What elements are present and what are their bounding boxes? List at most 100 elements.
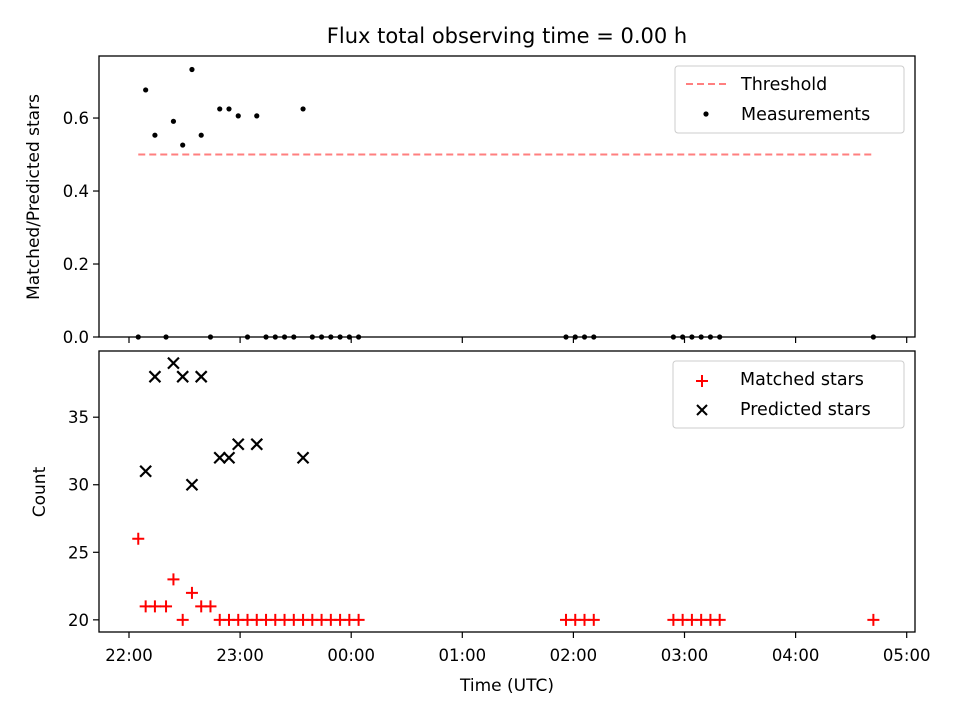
x-tick-label: 04:00 bbox=[772, 646, 820, 665]
matched-legend-label: Matched stars bbox=[740, 370, 864, 390]
matched-stars-point bbox=[185, 586, 198, 599]
matched-stars-point bbox=[867, 613, 880, 626]
chart-title: Flux total observing time = 0.00 h bbox=[327, 24, 687, 48]
matched-stars-point bbox=[132, 532, 145, 545]
predicted-stars-point bbox=[167, 356, 180, 370]
measurements-point bbox=[346, 334, 352, 340]
x-tick-label: 03:00 bbox=[661, 646, 709, 665]
predicted-stars-point bbox=[176, 370, 189, 383]
y-tick-label: 25 bbox=[68, 543, 89, 562]
measurements-point bbox=[291, 334, 297, 340]
counts-panel: 20 25 30 35 22:00 23:00 00:00 01:00 02:00 03:00 0… bbox=[30, 350, 930, 696]
ratio-legend: Threshold Measurements bbox=[674, 65, 905, 134]
measurements-legend-label: Measurements bbox=[741, 105, 870, 125]
matched-stars-point bbox=[148, 600, 161, 613]
measurements-point bbox=[163, 334, 169, 340]
measurements-point bbox=[272, 334, 278, 340]
measurements-point bbox=[217, 106, 223, 112]
matched-stars-point bbox=[204, 600, 217, 613]
y-tick-label: 0.2 bbox=[63, 255, 89, 274]
measurements-point bbox=[254, 113, 260, 119]
measurements-point bbox=[152, 132, 158, 138]
measurements-point bbox=[281, 334, 288, 340]
matched-stars-point bbox=[713, 613, 726, 626]
predicted-stars-point bbox=[148, 370, 162, 383]
y-tick-label: 20 bbox=[68, 611, 89, 630]
x-tick-label: 00:00 bbox=[327, 646, 375, 665]
matched-stars-point bbox=[167, 573, 180, 586]
measurements-point bbox=[717, 334, 723, 340]
measurements-legend-swatch bbox=[703, 111, 709, 117]
predicted-legend-swatch bbox=[696, 404, 708, 416]
measurements-point bbox=[707, 334, 714, 340]
y-tick-label: 0.4 bbox=[63, 182, 89, 201]
measurements-point bbox=[235, 113, 241, 119]
measurements-point bbox=[356, 334, 362, 340]
x-tick-label: 22:00 bbox=[105, 646, 153, 665]
x-tick-label: 05:00 bbox=[883, 646, 931, 665]
matched-stars-point bbox=[587, 613, 600, 626]
predicted-stars-point bbox=[213, 451, 227, 465]
x-tick-label: 02:00 bbox=[550, 646, 598, 665]
ratio-x-axis bbox=[128, 337, 908, 343]
counts-plot-frame bbox=[98, 350, 916, 633]
matched-stars-point bbox=[352, 613, 365, 626]
measurements-point bbox=[263, 334, 269, 340]
measurements-point bbox=[680, 334, 686, 340]
ratio-y-axis-label: Matched/Predicted stars bbox=[24, 94, 44, 300]
ratio-y-axis: 0.0 0.2 0.4 0.6 bbox=[63, 109, 99, 347]
measurements-point bbox=[591, 334, 597, 340]
predicted-stars-point bbox=[194, 370, 208, 383]
measurements-point bbox=[698, 334, 704, 340]
measurements-point bbox=[143, 87, 149, 93]
predicted-stars-point bbox=[296, 451, 310, 465]
measurements-point bbox=[337, 334, 343, 340]
predicted-stars-point bbox=[222, 451, 236, 465]
x-tick-label: 01:00 bbox=[439, 646, 487, 665]
matched-legend-swatch bbox=[696, 375, 708, 387]
measurements-point bbox=[170, 118, 177, 124]
measurements-point bbox=[198, 132, 204, 138]
predicted-stars-point bbox=[139, 464, 152, 478]
measurements-point bbox=[309, 334, 315, 340]
measurements-point bbox=[244, 334, 251, 340]
measurements-point bbox=[189, 66, 195, 73]
y-tick-label: 0.6 bbox=[63, 109, 89, 128]
threshold-legend-label: Threshold bbox=[740, 75, 827, 95]
matched-stars-point bbox=[160, 600, 173, 613]
ratio-plot-frame bbox=[98, 55, 916, 338]
measurements-point bbox=[689, 334, 695, 340]
predicted-stars-point bbox=[185, 478, 199, 492]
x-tick-label: 23:00 bbox=[216, 646, 264, 665]
measurements-point bbox=[670, 334, 676, 340]
measurements-point bbox=[318, 334, 325, 340]
predicted-stars-point bbox=[250, 437, 264, 451]
x-axis-label: Time (UTC) bbox=[459, 676, 554, 696]
counts-y-axis: 20 25 30 35 bbox=[68, 408, 99, 630]
counts-legend-box bbox=[672, 360, 905, 429]
measurements-point bbox=[207, 334, 214, 340]
counts-legend: Matched stars Predicted stars bbox=[672, 360, 905, 429]
ratio-legend-box bbox=[674, 65, 905, 134]
y-tick-label: 35 bbox=[68, 408, 89, 427]
measurements-point bbox=[563, 334, 569, 340]
matched-stars-point bbox=[176, 613, 189, 626]
ratio-plot-area bbox=[135, 66, 876, 340]
measurements-point bbox=[572, 334, 578, 340]
measurements-point bbox=[135, 334, 141, 340]
measurements-point bbox=[226, 106, 232, 112]
predicted-legend-label: Predicted stars bbox=[740, 400, 871, 420]
counts-y-axis-label: Count bbox=[30, 466, 50, 517]
measurements-point bbox=[328, 334, 334, 340]
counts-plot-area bbox=[132, 356, 880, 626]
measurements-point bbox=[870, 334, 876, 340]
measurements-point bbox=[300, 106, 306, 112]
measurements-point bbox=[180, 142, 186, 148]
y-tick-label: 30 bbox=[68, 476, 89, 495]
y-tick-label: 0.0 bbox=[63, 328, 89, 347]
ratio-panel: 0.0 0.2 0.4 0.6 Matched/Predicted stars Thr… bbox=[24, 55, 916, 347]
predicted-stars-point bbox=[231, 437, 245, 451]
measurements-point bbox=[581, 334, 588, 340]
time-x-axis: 22:00 23:00 00:00 01:00 02:00 03:00 04:00 05:00 bbox=[105, 632, 930, 665]
